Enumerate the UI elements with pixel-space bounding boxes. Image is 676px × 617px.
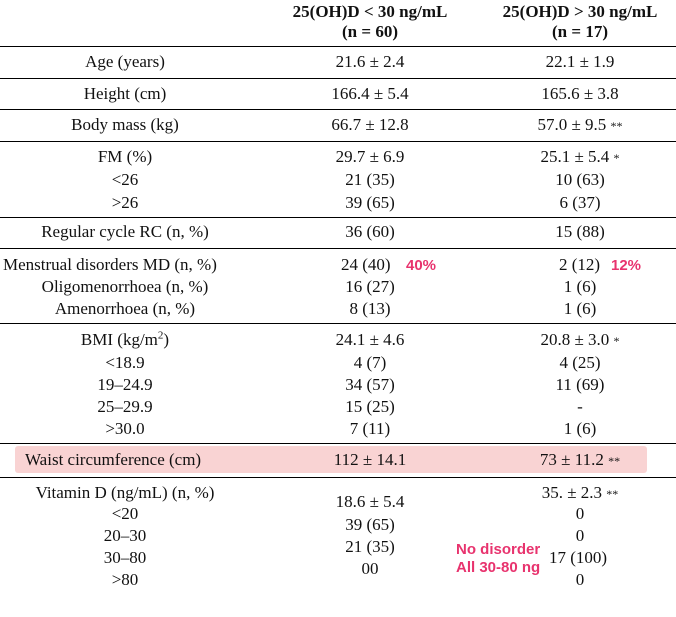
bmi-sub-g2: 11 (69) bbox=[555, 375, 605, 394]
vitd-sub-g2: 0 bbox=[575, 504, 585, 523]
row-label-vitd-sub: 30–80 bbox=[103, 548, 147, 567]
waist-g2-value: 73 ± 11.2 bbox=[539, 450, 604, 469]
menstrual-g2-annotation: 12% bbox=[611, 257, 642, 274]
bmi-label-close: ) bbox=[163, 330, 170, 349]
row-label-bmi-sub: <18.9 bbox=[105, 353, 145, 372]
regular-cycle-g2: 15 (88) bbox=[555, 222, 605, 241]
vitd-sub-g1: 39 (65) bbox=[345, 515, 395, 534]
menstrual-sub-g1: 16 (27) bbox=[345, 277, 395, 296]
waist-g2: 73 ± 11.2 ** bbox=[490, 449, 670, 472]
body-mass-g2: 57.0 ± 9.5 ** bbox=[490, 114, 670, 137]
bmi-sub-g1: 4 (7) bbox=[353, 353, 387, 372]
row-label-fm-sub: >26 bbox=[111, 193, 139, 212]
bmi-label-text: BMI (kg/m bbox=[80, 330, 158, 349]
vitd-sub-g1: 00 bbox=[361, 559, 379, 578]
significance-marker: * bbox=[613, 334, 620, 348]
row-label-bmi: BMI (kg/m2) bbox=[0, 329, 250, 351]
bmi-sub-g2: - bbox=[577, 397, 583, 416]
annotation-note: All 30-80 ng bbox=[456, 559, 541, 576]
fm-sub-g1: 39 (65) bbox=[345, 193, 395, 212]
row-label-age: Age (years) bbox=[85, 52, 165, 71]
row-label-bmi-sub: 19–24.9 bbox=[97, 375, 153, 394]
row-label-fm-sub: <26 bbox=[111, 170, 139, 189]
vitd-sub-g2: 17 (100) bbox=[549, 548, 608, 567]
fm-g2: 25.1 ± 5.4 * bbox=[490, 146, 670, 169]
row-label-bmi-sub: >30.0 bbox=[105, 419, 145, 438]
fm-sub-g2: 10 (63) bbox=[555, 170, 605, 189]
row-label-vitd-sub: >80 bbox=[111, 570, 139, 589]
vitd-g2: 35. ± 2.3 ** bbox=[490, 482, 670, 505]
menstrual-sub-g2: 1 (6) bbox=[563, 277, 597, 296]
divider bbox=[0, 109, 676, 110]
divider bbox=[0, 323, 676, 324]
row-label-regular-cycle: Regular cycle RC (n, %) bbox=[41, 222, 209, 241]
row-label-vitd-sub: <20 bbox=[111, 504, 139, 523]
divider bbox=[0, 78, 676, 79]
bmi-g2-value: 20.8 ± 3.0 bbox=[540, 330, 610, 349]
group1-title: 25(OH)D < 30 ng/mL bbox=[292, 2, 448, 21]
group2-title: 25(OH)D > 30 ng/mL bbox=[502, 2, 658, 21]
bmi-sub-g1: 7 (11) bbox=[349, 419, 391, 438]
row-label-height: Height (cm) bbox=[83, 84, 167, 103]
row-label-menstrual-sub: Oligomenorrhoea (n, %) bbox=[41, 277, 209, 296]
row-label-waist: Waist circumference (cm) bbox=[25, 450, 202, 469]
divider bbox=[0, 217, 676, 218]
height-g1: 166.4 ± 5.4 bbox=[331, 84, 409, 103]
menstrual-sub-g2: 1 (6) bbox=[563, 299, 597, 318]
bmi-g1: 24.1 ± 4.6 bbox=[335, 330, 405, 349]
fm-g1: 29.7 ± 6.9 bbox=[335, 147, 405, 166]
divider bbox=[0, 443, 676, 444]
divider bbox=[0, 477, 676, 478]
menstrual-g1-annotation: 40% bbox=[406, 257, 437, 274]
menstrual-g1: 24 (40) bbox=[341, 255, 391, 274]
significance-marker: ** bbox=[610, 119, 623, 133]
body-mass-g2-value: 57.0 ± 9.5 bbox=[537, 115, 607, 134]
menstrual-sub-g1: 8 (13) bbox=[349, 299, 391, 318]
significance-marker: ** bbox=[606, 487, 619, 501]
vitd-g1: 18.6 ± 5.4 bbox=[335, 492, 405, 511]
body-mass-g1: 66.7 ± 12.8 bbox=[331, 115, 409, 134]
bmi-sub-g2: 1 (6) bbox=[563, 419, 597, 438]
bmi-sub-g2: 4 (25) bbox=[559, 353, 601, 372]
fm-sub-g2: 6 (37) bbox=[559, 193, 601, 212]
age-g1: 21.6 ± 2.4 bbox=[335, 52, 405, 71]
vitd-sub-g2: 0 bbox=[575, 570, 585, 589]
row-label-vitd-sub: 20–30 bbox=[103, 526, 147, 545]
vitd-sub-g2: 0 bbox=[575, 526, 585, 545]
divider bbox=[0, 248, 676, 249]
bmi-sub-g1: 15 (25) bbox=[345, 397, 395, 416]
bmi-sub-g1: 34 (57) bbox=[345, 375, 395, 394]
height-g2: 165.6 ± 3.8 bbox=[541, 84, 619, 103]
waist-g1: 112 ± 14.1 bbox=[333, 450, 407, 469]
regular-cycle-g1: 36 (60) bbox=[345, 222, 395, 241]
row-label-fm: FM (%) bbox=[97, 147, 153, 166]
divider bbox=[0, 46, 676, 47]
row-label-body-mass: Body mass (kg) bbox=[71, 115, 179, 134]
divider bbox=[0, 141, 676, 142]
row-highlight bbox=[15, 446, 647, 473]
group1-n: (n = 60) bbox=[342, 22, 398, 41]
fm-g2-value: 25.1 ± 5.4 bbox=[540, 147, 610, 166]
row-label-bmi-sub: 25–29.9 bbox=[97, 397, 153, 416]
row-label-vitamin-d: Vitamin D (ng/mL) (n, %) bbox=[35, 483, 215, 502]
significance-marker: ** bbox=[608, 454, 621, 468]
bmi-label-superscript: 2 bbox=[157, 329, 164, 342]
group2-n: (n = 17) bbox=[552, 22, 608, 41]
annotation-note: No disorder bbox=[456, 541, 541, 558]
age-g2: 22.1 ± 1.9 bbox=[545, 52, 615, 71]
menstrual-g2: 2 (12) bbox=[559, 255, 601, 274]
fm-sub-g1: 21 (35) bbox=[345, 170, 395, 189]
vitd-g2-value: 35. ± 2.3 bbox=[541, 483, 603, 502]
row-label-menstrual-sub: Amenorrhoea (n, %) bbox=[54, 299, 196, 318]
significance-marker: * bbox=[613, 151, 620, 165]
vitd-sub-g1: 21 (35) bbox=[345, 537, 395, 556]
bmi-g2: 20.8 ± 3.0 * bbox=[490, 329, 670, 352]
row-label-menstrual: Menstrual disorders MD (n, %) bbox=[3, 255, 217, 274]
